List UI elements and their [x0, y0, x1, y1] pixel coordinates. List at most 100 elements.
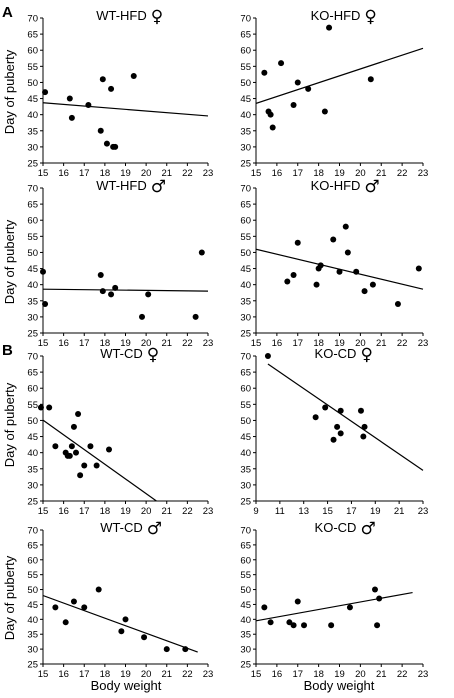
- data-point: [70, 423, 77, 430]
- x-tick-label: 20: [141, 506, 152, 517]
- data-point: [42, 89, 49, 96]
- fit-line: [43, 288, 209, 292]
- data-point: [344, 249, 351, 256]
- sex-symbol: ♀: [360, 345, 372, 365]
- data-point: [301, 622, 308, 629]
- x-tick-label: 11: [275, 506, 285, 517]
- sex-symbol: ♂: [360, 519, 375, 539]
- data-point: [361, 288, 368, 295]
- data-point: [305, 85, 312, 92]
- data-point: [85, 102, 92, 108]
- y-tick-label: 70: [240, 184, 251, 195]
- y-tick-label: 65: [27, 200, 38, 211]
- data-point: [330, 436, 337, 443]
- data-point: [353, 268, 360, 275]
- x-tick-label: 23: [418, 669, 429, 680]
- x-tick-label: 16: [272, 168, 283, 179]
- data-point: [290, 622, 297, 629]
- y-tick-label: 70: [240, 352, 251, 363]
- data-point: [290, 272, 297, 278]
- data-point: [321, 108, 328, 115]
- data-point: [192, 313, 199, 320]
- y-tick-label: 65: [27, 30, 38, 41]
- x-tick-label: 21: [394, 506, 405, 517]
- data-point: [182, 646, 189, 653]
- panel-title: WT-CD: [100, 346, 143, 361]
- x-tick-label: 15: [251, 669, 262, 680]
- data-point: [68, 443, 75, 450]
- y-tick-label: 60: [27, 555, 38, 566]
- sex-symbol: ♂: [151, 177, 166, 197]
- y-tick-label: 50: [240, 78, 251, 89]
- y-tick-label: 60: [27, 384, 38, 395]
- x-tick-label: 17: [79, 669, 90, 680]
- x-axis-label-left: Body weight: [91, 678, 162, 693]
- x-tick-label: 18: [313, 168, 324, 179]
- data-point: [269, 124, 276, 131]
- x-tick-label: 19: [120, 168, 131, 179]
- x-tick-label: 21: [376, 669, 387, 680]
- data-point: [322, 404, 329, 411]
- y-tick-label: 65: [240, 540, 251, 551]
- x-tick-label: 21: [161, 338, 172, 349]
- data-point: [118, 628, 125, 635]
- y-tick-label: 60: [240, 46, 251, 57]
- x-tick-label: 16: [58, 168, 69, 179]
- y-tick-label: 25: [27, 159, 38, 170]
- data-point: [371, 586, 378, 593]
- data-point: [361, 423, 368, 430]
- y-tick-label: 50: [240, 248, 251, 259]
- x-tick-label: 22: [182, 168, 193, 179]
- data-point: [163, 646, 170, 653]
- data-point: [141, 634, 148, 641]
- y-tick-label: 70: [240, 14, 251, 25]
- x-tick-label: 17: [79, 338, 90, 349]
- y-tick-label: 70: [27, 14, 38, 25]
- x-tick-label: 22: [182, 506, 193, 517]
- data-point: [108, 291, 115, 298]
- data-point: [326, 24, 333, 31]
- x-tick-label: 15: [38, 506, 49, 517]
- x-tick-label: 17: [292, 669, 303, 680]
- data-point: [52, 443, 59, 450]
- y-tick-label: 60: [27, 216, 38, 227]
- y-tick-label: 50: [27, 248, 38, 259]
- y-tick-label: 35: [240, 630, 251, 641]
- data-point: [336, 268, 343, 275]
- x-tick-label: 23: [203, 168, 214, 179]
- data-point: [267, 619, 274, 626]
- data-point: [334, 423, 341, 430]
- x-tick-label: 21: [161, 506, 172, 517]
- x-tick-label: 17: [79, 506, 90, 517]
- sex-symbol: ♂: [147, 519, 162, 539]
- data-point: [46, 404, 53, 411]
- y-tick-label: 40: [27, 280, 38, 291]
- y-tick-label: 30: [240, 645, 251, 656]
- y-tick-label: 35: [27, 126, 38, 137]
- sex-symbol: ♂: [364, 177, 379, 197]
- sex-symbol: ♀: [147, 345, 159, 365]
- data-point: [87, 443, 94, 450]
- data-point: [130, 73, 137, 79]
- x-tick-label: 16: [58, 506, 69, 517]
- data-point: [145, 291, 152, 298]
- y-tick-label: 30: [27, 645, 38, 656]
- data-point: [40, 268, 46, 275]
- data-point: [42, 301, 49, 307]
- y-tick-label: 40: [240, 448, 251, 459]
- y-tick-label: 70: [27, 352, 38, 363]
- y-tick-label: 50: [240, 585, 251, 596]
- data-point: [330, 236, 337, 243]
- y-tick-label: 45: [240, 432, 251, 443]
- y-tick-label: 30: [240, 142, 251, 153]
- x-tick-label: 21: [161, 669, 172, 680]
- x-tick-label: 17: [292, 338, 303, 349]
- y-tick-label: 30: [240, 480, 251, 491]
- data-point: [81, 604, 88, 611]
- data-point: [37, 404, 44, 411]
- data-point: [294, 79, 301, 86]
- y-tick-label: 45: [27, 94, 38, 105]
- x-tick-label: 21: [376, 338, 387, 349]
- data-point: [99, 288, 106, 295]
